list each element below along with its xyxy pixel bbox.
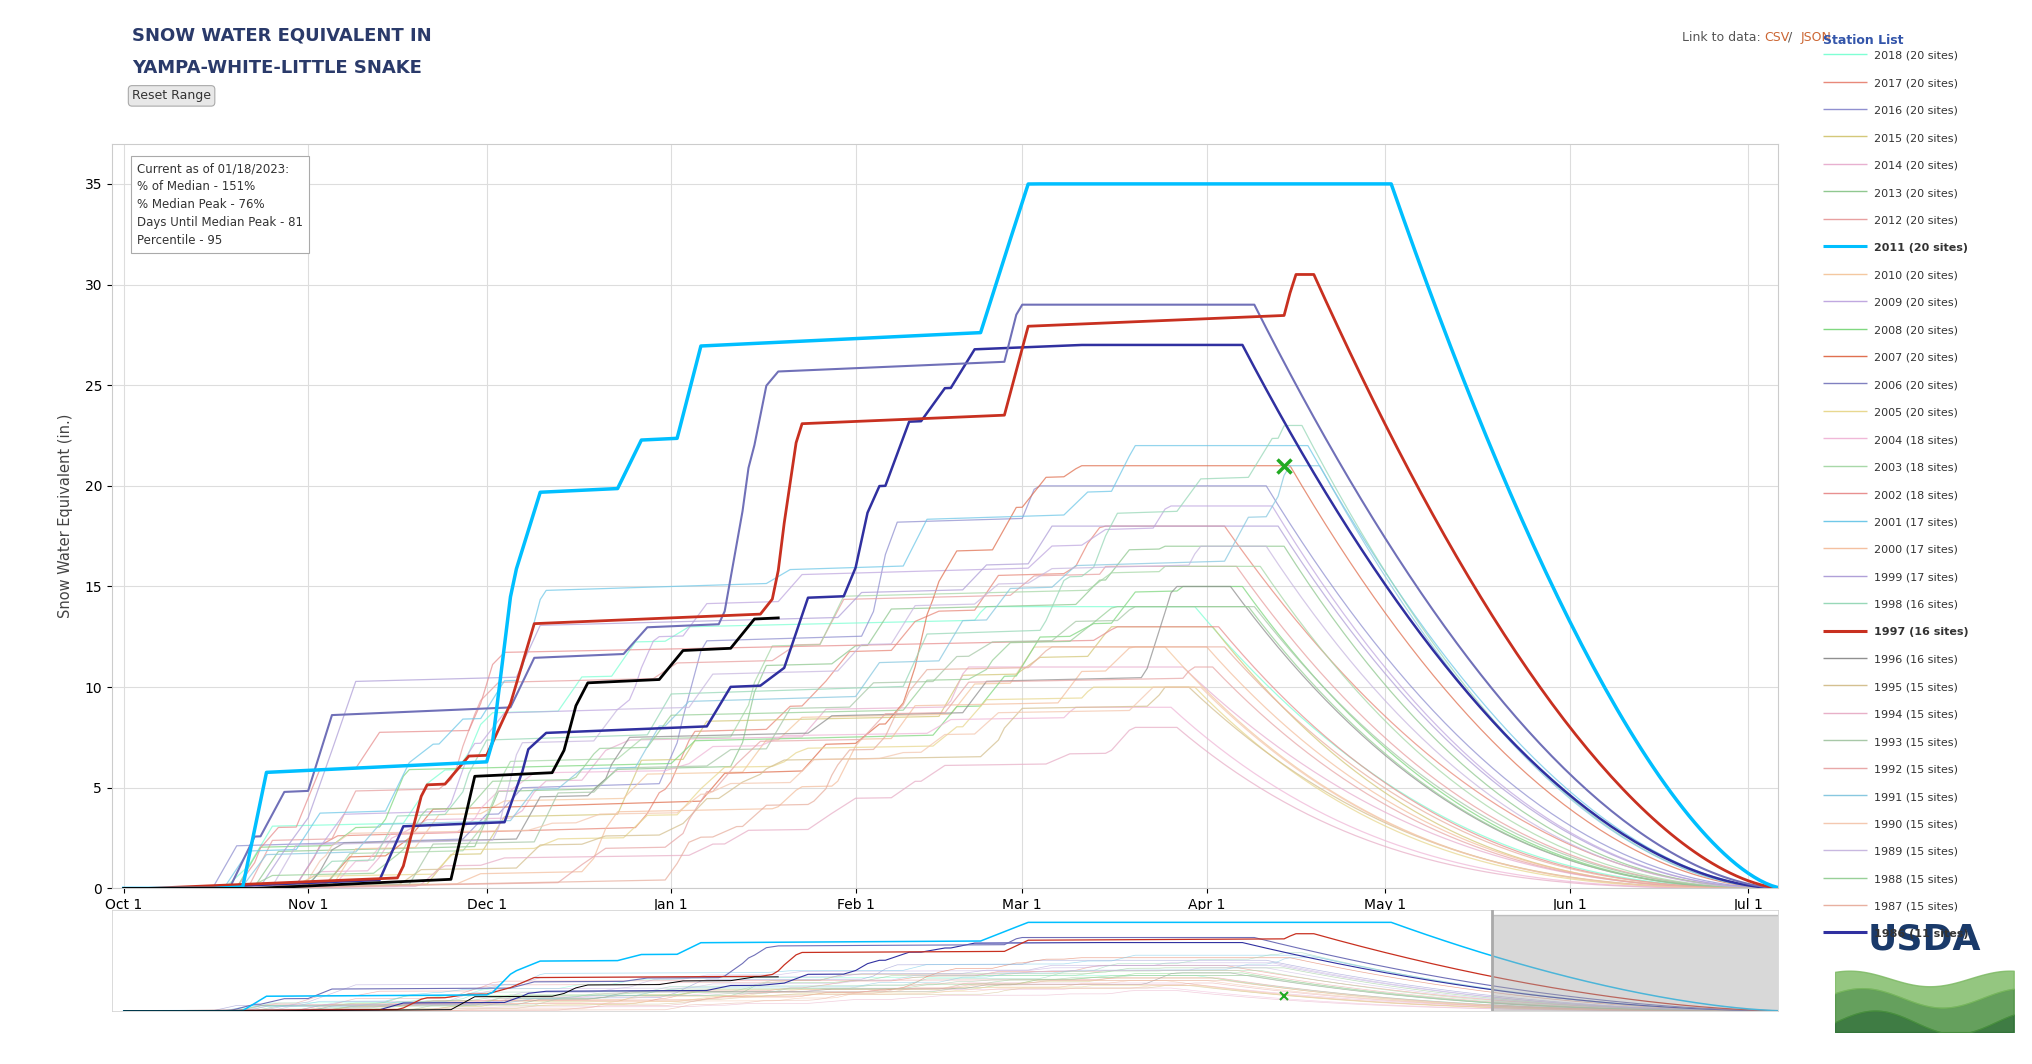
Text: 1993 (15 sites): 1993 (15 sites)	[1874, 737, 1957, 747]
Text: 1987 (15 sites): 1987 (15 sites)	[1874, 902, 1957, 912]
Text: 2006 (20 sites): 2006 (20 sites)	[1874, 380, 1957, 390]
Y-axis label: Snow Water Equivalent (in.): Snow Water Equivalent (in.)	[59, 414, 73, 618]
Text: 2012 (20 sites): 2012 (20 sites)	[1874, 216, 1957, 226]
Text: Link to data:: Link to data:	[1682, 31, 1766, 44]
Text: USDA: USDA	[1867, 922, 1981, 957]
Text: 2000 (17 sites): 2000 (17 sites)	[1874, 545, 1957, 555]
Text: 2005 (20 sites): 2005 (20 sites)	[1874, 408, 1957, 418]
Text: SNOW WATER EQUIVALENT IN: SNOW WATER EQUIVALENT IN	[132, 27, 431, 45]
Text: 2004 (18 sites): 2004 (18 sites)	[1874, 435, 1957, 445]
Text: 1990 (15 sites): 1990 (15 sites)	[1874, 819, 1957, 830]
Text: Station List: Station List	[1823, 34, 1904, 47]
Text: YAMPA-WHITE-LITTLE SNAKE: YAMPA-WHITE-LITTLE SNAKE	[132, 59, 423, 77]
Text: CSV: CSV	[1764, 31, 1788, 44]
Text: Current as of 01/18/2023:
% of Median - 151%
% Median Peak - 76%
Days Until Medi: Current as of 01/18/2023: % of Median - …	[136, 163, 303, 247]
Text: 1991 (15 sites): 1991 (15 sites)	[1874, 792, 1957, 802]
Text: Reset Range: Reset Range	[132, 89, 211, 102]
Text: 1992 (15 sites): 1992 (15 sites)	[1874, 765, 1957, 775]
Text: 1995 (15 sites): 1995 (15 sites)	[1874, 682, 1957, 693]
Text: 1998 (16 sites): 1998 (16 sites)	[1874, 600, 1957, 610]
Bar	[1491, 915, 1790, 1011]
Text: 1999 (17 sites): 1999 (17 sites)	[1874, 572, 1957, 582]
Text: JSON: JSON	[1800, 31, 1831, 44]
Text: 2007 (20 sites): 2007 (20 sites)	[1874, 353, 1957, 363]
Text: 2016 (20 sites): 2016 (20 sites)	[1874, 105, 1957, 116]
Text: 2014 (20 sites): 2014 (20 sites)	[1874, 161, 1957, 170]
Text: 2013 (20 sites): 2013 (20 sites)	[1874, 188, 1957, 198]
Text: /: /	[1784, 31, 1796, 44]
Text: 2010 (20 sites): 2010 (20 sites)	[1874, 270, 1957, 281]
Text: 2001 (17 sites): 2001 (17 sites)	[1874, 517, 1957, 528]
Text: 2008 (20 sites): 2008 (20 sites)	[1874, 326, 1957, 335]
Text: 1986 (11 sites): 1986 (11 sites)	[1874, 929, 1969, 940]
Text: 2018 (20 sites): 2018 (20 sites)	[1874, 51, 1957, 61]
Text: 2003 (18 sites): 2003 (18 sites)	[1874, 463, 1957, 472]
Text: 1997 (16 sites): 1997 (16 sites)	[1874, 628, 1969, 637]
Text: 1989 (15 sites): 1989 (15 sites)	[1874, 847, 1957, 857]
Text: 2017 (20 sites): 2017 (20 sites)	[1874, 79, 1957, 88]
Text: 2009 (20 sites): 2009 (20 sites)	[1874, 298, 1957, 307]
Text: 1996 (16 sites): 1996 (16 sites)	[1874, 654, 1957, 665]
Text: 2015 (20 sites): 2015 (20 sites)	[1874, 133, 1957, 144]
Text: 2002 (18 sites): 2002 (18 sites)	[1874, 491, 1957, 500]
Text: 2011 (20 sites): 2011 (20 sites)	[1874, 243, 1967, 253]
Text: 1988 (15 sites): 1988 (15 sites)	[1874, 875, 1957, 884]
Text: 1994 (15 sites): 1994 (15 sites)	[1874, 710, 1957, 719]
